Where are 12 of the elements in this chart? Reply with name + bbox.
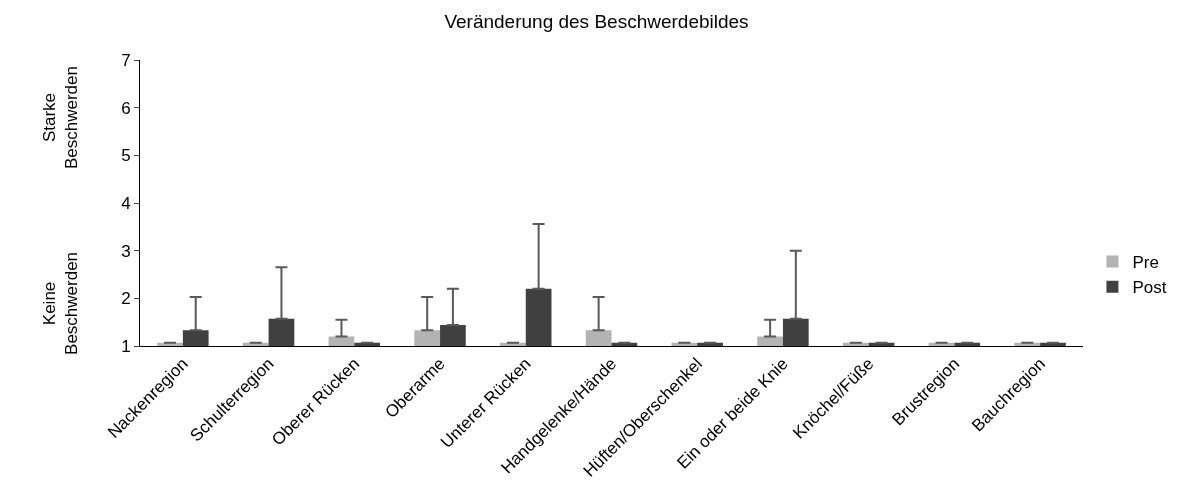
legend-label: Post (1132, 278, 1167, 298)
y-tick-label: 3 (121, 241, 131, 261)
text: Keine Beschwerden (39, 251, 81, 355)
y-tick-label: 1 (121, 336, 131, 356)
y-tick-label: 2 (121, 289, 131, 309)
y-tick-label: 5 (121, 146, 131, 166)
legend-label: Pre (1132, 253, 1159, 273)
chart-title: Veränderung des Beschwerdebildes (444, 11, 749, 33)
text: Starke Beschwerden (39, 66, 81, 170)
y-tick-label: 4 (121, 193, 131, 213)
y-tick-label: 7 (121, 50, 131, 70)
y-tick-label: 6 (121, 98, 131, 118)
